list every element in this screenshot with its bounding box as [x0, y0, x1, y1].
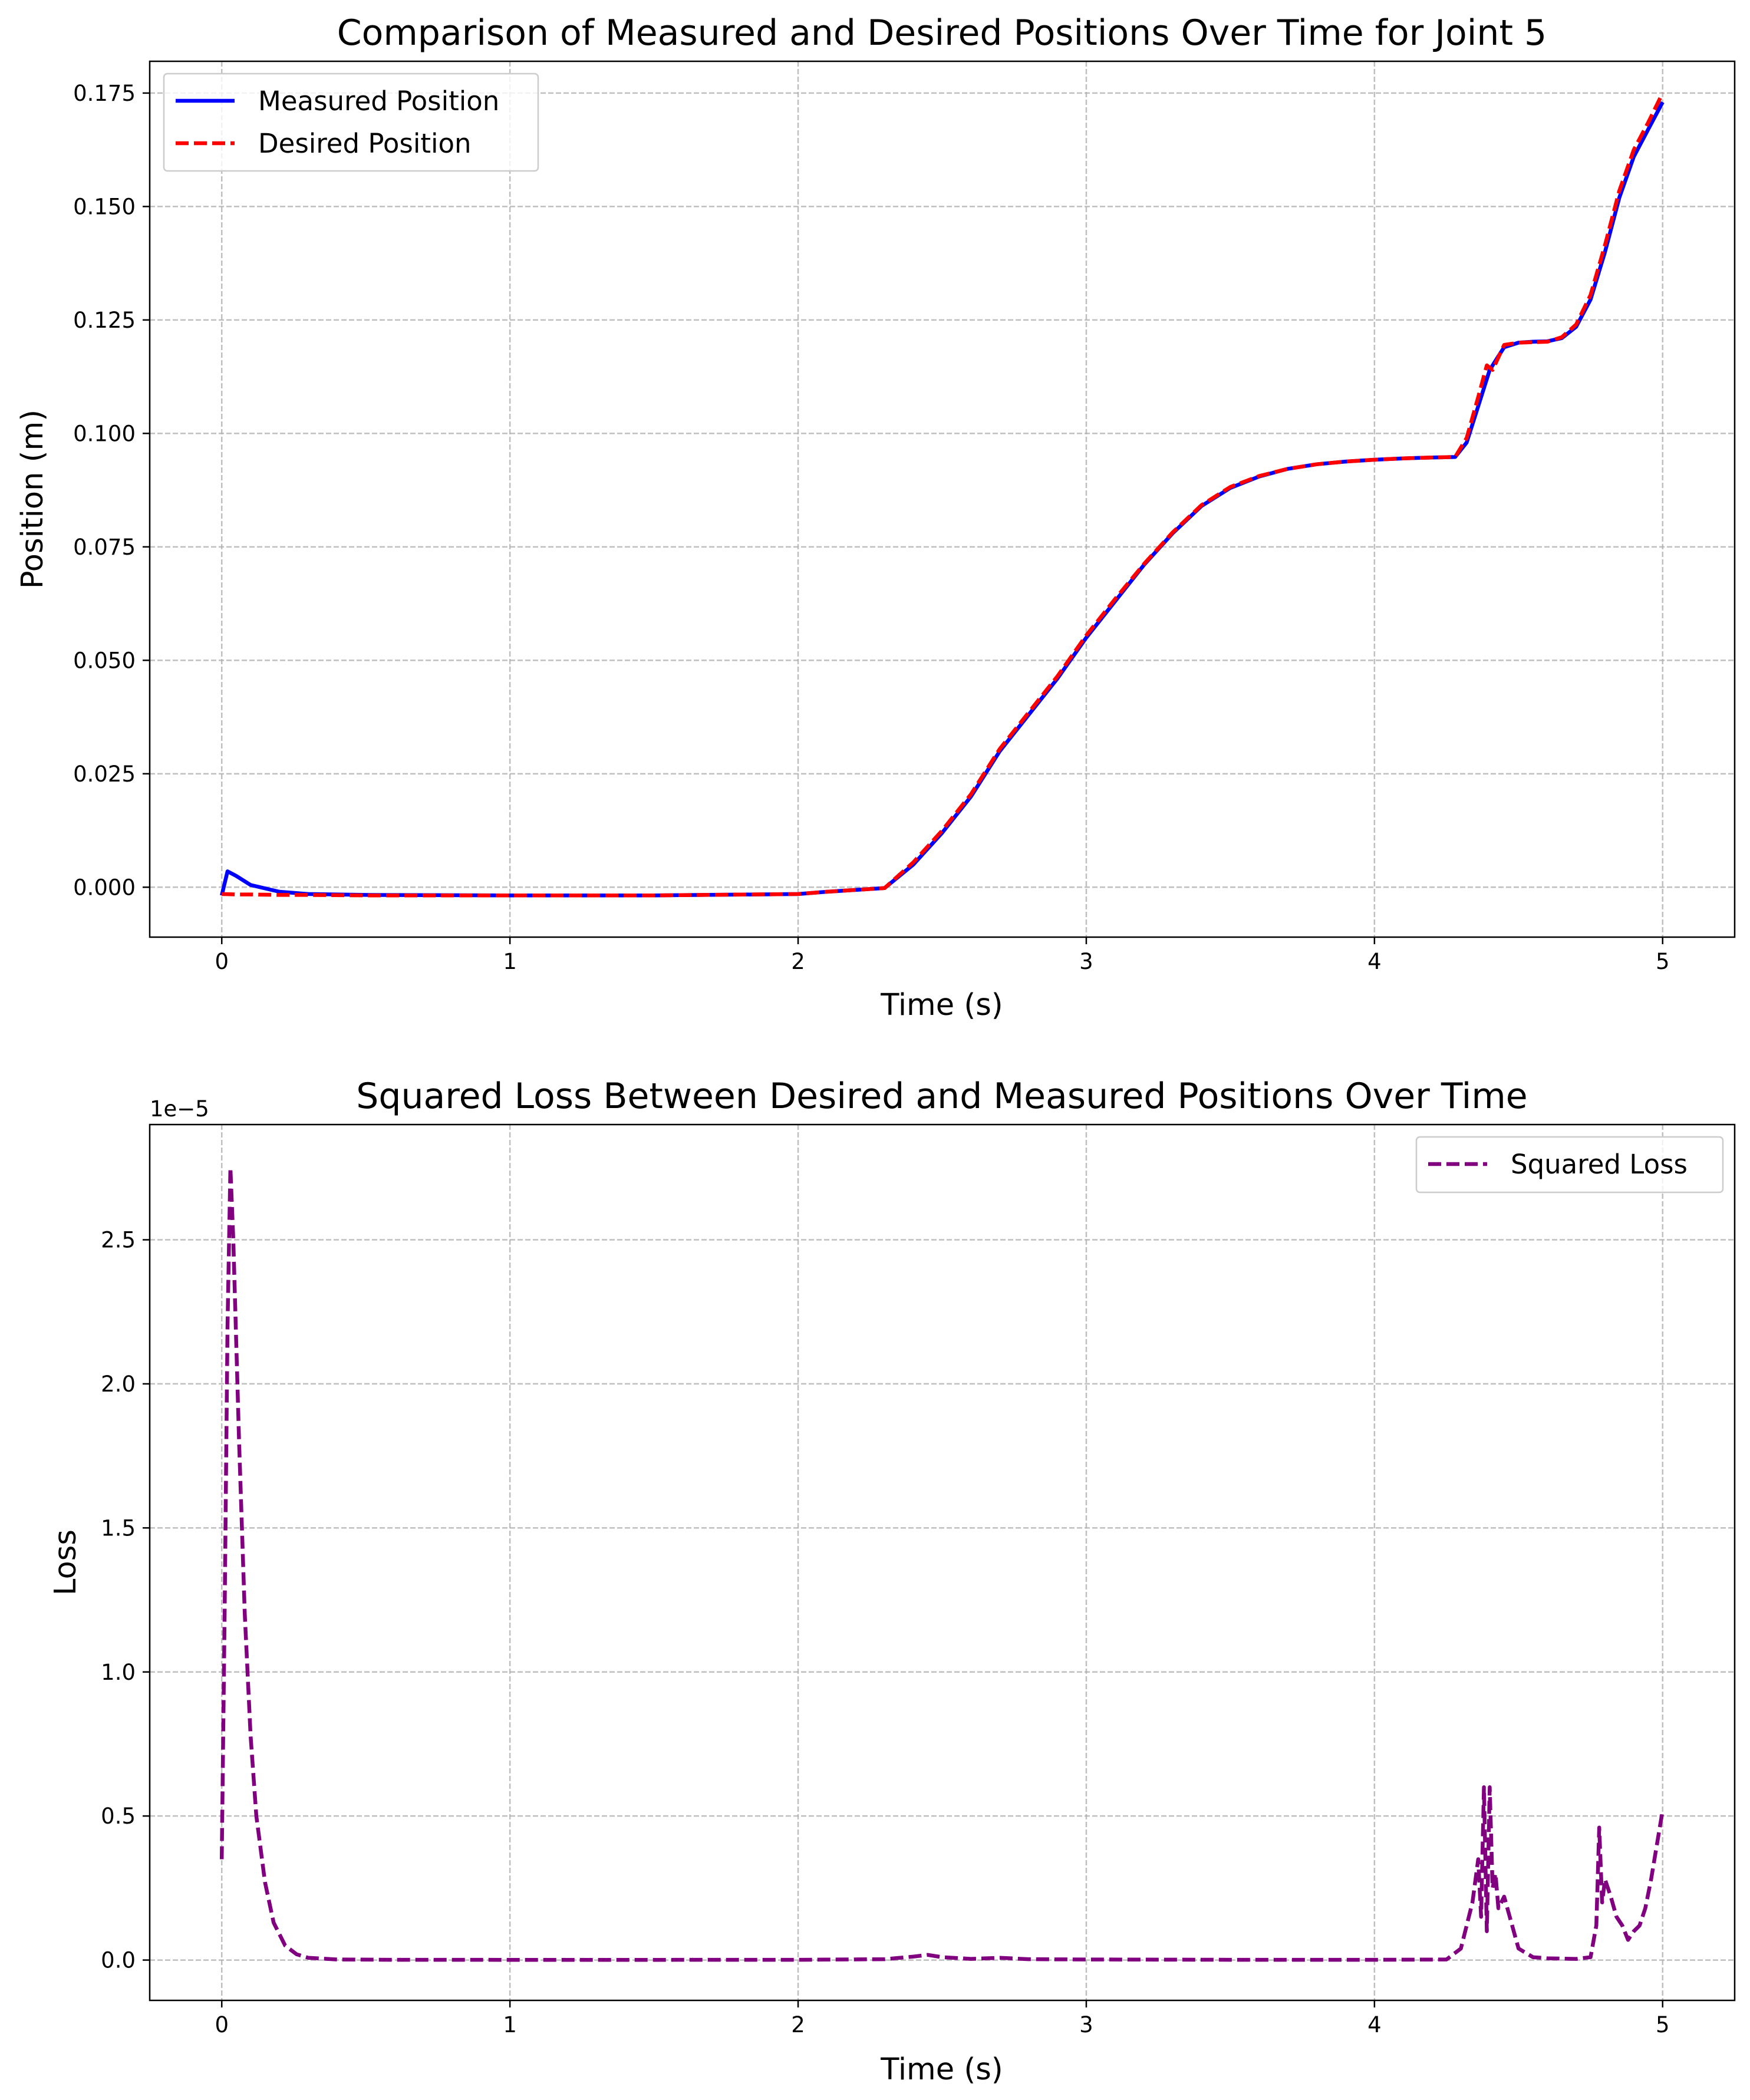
y-tick-label: 0.075 [73, 535, 136, 560]
loss-chart-title: Squared Loss Between Desired and Measure… [356, 1076, 1527, 1117]
x-tick-label: 4 [1367, 949, 1382, 974]
legend-label-squared-loss: Squared Loss [1511, 1149, 1688, 1180]
loss-chart-x-axis-label: Time (s) [880, 2052, 1003, 2087]
y-tick-label: 0.000 [73, 875, 136, 900]
series-line-desired-position [222, 92, 1665, 898]
loss-chart-x-axis: 0 1 2 3 4 5 [215, 2000, 1670, 2038]
position-chart-legend-box [163, 72, 539, 172]
loss-chart-frame [149, 1123, 1736, 2002]
y-tick-label: 0.025 [73, 761, 136, 787]
position-chart-x-axis-label: Time (s) [880, 988, 1003, 1023]
position-chart-y-axis: 0.000 0.025 0.050 0.075 0.100 0.125 0.150 0.175 [73, 81, 150, 900]
y-tick-label: 0.100 [73, 421, 136, 446]
loss-chart-grid [150, 1125, 1735, 2000]
y-tick-label: 2.5 [101, 1228, 136, 1253]
y-tick-label: 0.150 [73, 194, 136, 219]
position-chart-plot-area [220, 92, 1665, 898]
loss-chart-plot-area [219, 1166, 1665, 1962]
x-tick-label: 0 [215, 949, 229, 974]
x-tick-label: 5 [1656, 2012, 1670, 2038]
x-tick-label: 3 [1079, 949, 1093, 974]
loss-chart: Squared Loss Between Desired and Measure… [48, 1076, 1736, 2087]
loss-chart-legend-box [1415, 1136, 1724, 1194]
x-tick-label: 2 [791, 949, 805, 974]
x-tick-label: 3 [1079, 2012, 1093, 2038]
position-chart-legend: Measured Position Desired Position [163, 72, 539, 172]
x-tick-label: 5 [1656, 949, 1670, 974]
y-tick-label: 1.0 [101, 1660, 136, 1685]
x-tick-label: 2 [791, 2012, 805, 2038]
position-chart-title: Comparison of Measured and Desired Posit… [337, 12, 1547, 54]
y-tick-label: 2.0 [101, 1372, 136, 1397]
loss-chart-legend: Squared Loss [1415, 1136, 1724, 1194]
loss-chart-offset-text: 1e−5 [150, 1096, 209, 1122]
y-tick-label: 0.050 [73, 648, 136, 673]
loss-chart-y-axis: 0.0 0.5 1.0 1.5 2.0 2.5 [101, 1228, 150, 1973]
x-tick-label: 0 [215, 2012, 229, 2038]
legend-label-measured-position: Measured Position [258, 85, 499, 117]
position-chart-y-axis-label: Position (m) [15, 410, 50, 589]
y-tick-label: 0.0 [101, 1948, 136, 1973]
x-tick-label: 1 [503, 2012, 517, 2038]
y-tick-label: 0.175 [73, 81, 136, 106]
x-tick-label: 1 [503, 949, 517, 974]
series-line-squared-loss [219, 1166, 1665, 1962]
legend-label-desired-position: Desired Position [258, 128, 472, 159]
position-chart-x-axis: 0 1 2 3 4 5 [215, 937, 1670, 974]
position-chart: Comparison of Measured and Desired Posit… [15, 12, 1736, 1023]
x-tick-label: 4 [1367, 2012, 1382, 2038]
loss-chart-y-axis-label: Loss [48, 1529, 83, 1595]
y-tick-label: 0.5 [101, 1804, 136, 1829]
y-tick-label: 1.5 [101, 1515, 136, 1541]
y-tick-label: 0.125 [73, 308, 136, 333]
position-chart-frame [149, 60, 1736, 938]
